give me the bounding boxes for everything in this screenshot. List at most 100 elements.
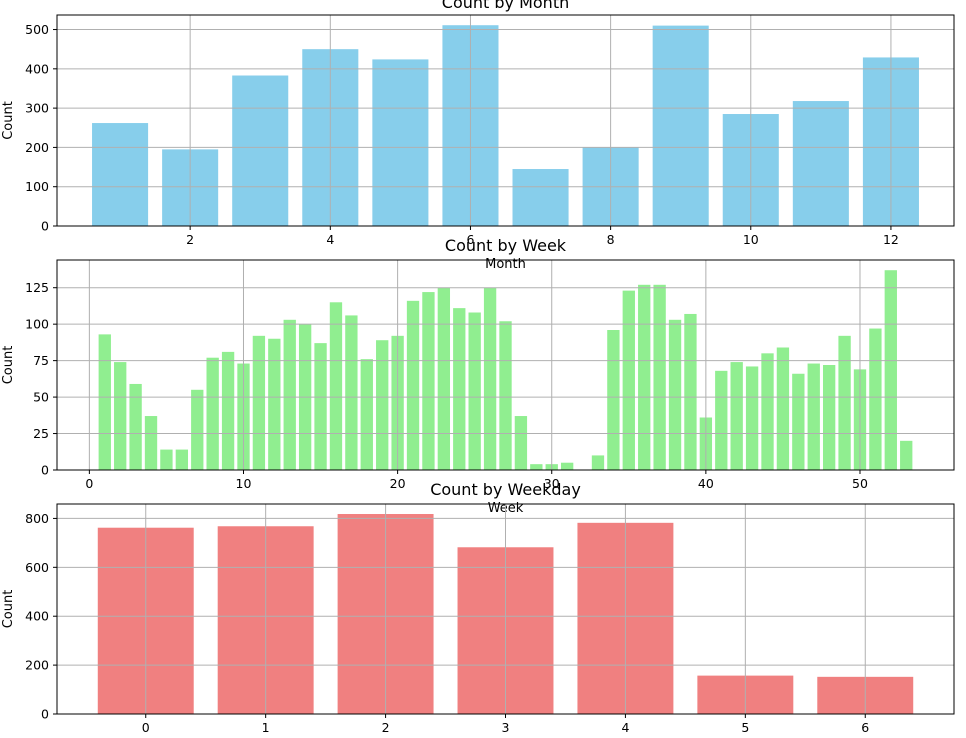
week-bar [591,455,605,470]
month-x-tick-label: 12 [883,232,899,247]
week-bar [114,362,127,470]
month-bar [652,25,709,226]
weekday-y-tick-label: 0 [41,707,49,722]
week-bar [530,464,543,470]
week-x-tick-label: 40 [698,476,714,491]
week-bar [745,366,759,470]
weekday-x-tick-label: 6 [861,720,869,735]
month-bar [792,101,849,226]
month-y-tick-label: 300 [25,101,49,116]
week-bar [221,351,235,471]
week-bar [514,416,528,470]
week-bar [807,363,820,470]
week-bar [684,313,697,470]
week-bar [668,319,682,470]
month-y-tick-label: 100 [25,179,49,194]
week-y-tick-label: 125 [25,280,49,295]
month-y-tick-label: 200 [25,140,49,155]
week-bar [129,383,142,470]
weekday-x-tick-label: 5 [741,720,749,735]
month-x-tick-label: 6 [466,232,474,247]
weekday-x-tick-label: 1 [262,720,270,735]
week-bar [329,302,343,470]
month-chart-title: Count by Month [442,0,569,12]
week-bar [900,440,913,470]
week-y-axis-label: Count [1,346,16,385]
month-x-tick-label: 2 [186,232,194,247]
month-chart: 2 4 6 8 10 12 0 100 200 300 400 500 Count Month [1,14,955,272]
month-x-tick-label: 8 [607,232,615,247]
month-y-tick-label: 400 [25,61,49,76]
weekday-chart-title: Count by Weekday [430,480,581,499]
month-y-tick-label: 0 [41,219,49,234]
week-bar [483,287,497,470]
week-bar [360,359,373,470]
week-bar [838,335,851,470]
week-bar [560,462,574,470]
month-bar [372,59,429,227]
week-y-tick-label: 50 [33,390,49,405]
week-bar [869,328,882,470]
week-x-tick-label: 20 [390,476,406,491]
month-bar [232,75,289,226]
week-bar [191,389,204,470]
week-chart-title: Count by Week [445,236,567,255]
week-bar [730,362,743,470]
week-y-tick-label: 75 [33,353,49,368]
week-bar [653,284,666,470]
week-bar [499,321,512,470]
week-x-tick-label: 50 [852,476,868,491]
month-axes-frame [56,14,955,227]
week-bar [622,290,635,471]
week-bar [160,449,173,470]
week-bar [144,416,158,470]
week-bar [206,357,219,470]
week-bar [822,365,836,470]
week-bar [468,312,481,470]
week-bar [406,300,420,470]
month-x-axis-label: Month [485,257,526,272]
week-bar [715,370,728,470]
week-bar [422,292,435,470]
weekday-x-tick-label: 4 [621,720,629,735]
week-y-tick-label: 100 [25,317,49,332]
weekday-x-tick-label: 0 [142,720,150,735]
weekday-y-tick-label: 800 [25,511,49,526]
month-bar [92,123,149,226]
weekday-x-tick-label: 2 [382,720,390,735]
week-bar [792,373,805,470]
week-bar [252,335,266,470]
week-bar [607,330,620,470]
week-bar [884,270,897,470]
week-y-tick-label: 0 [41,463,49,478]
weekday-y-tick-label: 600 [25,560,49,575]
week-bar [175,449,189,470]
weekday-chart: 0 1 2 3 4 5 6 0 200 400 600 800 Count [1,503,955,735]
week-axes-frame [56,259,955,471]
week-y-tick-label: 25 [33,426,49,441]
week-bar [283,319,296,470]
week-bar [376,340,389,470]
month-y-tick-label: 500 [25,22,49,37]
weekday-y-axis-label: Count [1,590,16,629]
week-bar [268,338,281,470]
week-bar [98,334,111,471]
month-x-tick-label: 4 [326,232,334,247]
week-x-tick-label: 30 [544,476,560,491]
weekday-y-tick-label: 400 [25,609,49,624]
week-x-tick-label: 10 [236,476,252,491]
weekday-x-tick-label: 3 [502,720,510,735]
week-bar [638,284,651,470]
weekday-y-tick-label: 200 [25,658,49,673]
month-bar [512,169,569,226]
month-x-tick-label: 10 [743,232,759,247]
week-bar [437,287,451,470]
month-y-axis-label: Count [1,101,16,140]
week-bar [314,343,327,471]
week-bar [761,353,774,470]
week-bar [776,347,790,470]
week-bar [453,308,466,471]
week-x-tick-label: 0 [85,476,93,491]
